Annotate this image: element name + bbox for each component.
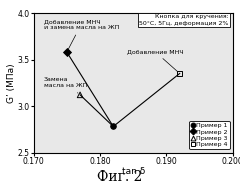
Y-axis label: G’ (МПа): G’ (МПа) xyxy=(7,63,16,103)
Text: Замена
масла на ЖП: Замена масла на ЖП xyxy=(43,77,87,93)
Text: Фиг. 2: Фиг. 2 xyxy=(97,170,143,184)
Point xyxy=(178,72,182,75)
Text: Добавление МНЧ: Добавление МНЧ xyxy=(126,49,183,72)
Legend: Пример 1, Пример 2, Пример 3, Пример 4: Пример 1, Пример 2, Пример 3, Пример 4 xyxy=(189,121,230,149)
Point xyxy=(111,125,115,128)
Text: Кнопка для кручения:
50°C, 5Гц, деформация 2%: Кнопка для кручения: 50°C, 5Гц, деформац… xyxy=(139,15,229,26)
X-axis label: tan δ: tan δ xyxy=(122,167,145,176)
Point xyxy=(78,93,82,96)
Point xyxy=(65,51,69,54)
Text: Добавление МНЧ
и замена масла на ЖП: Добавление МНЧ и замена масла на ЖП xyxy=(43,19,119,50)
